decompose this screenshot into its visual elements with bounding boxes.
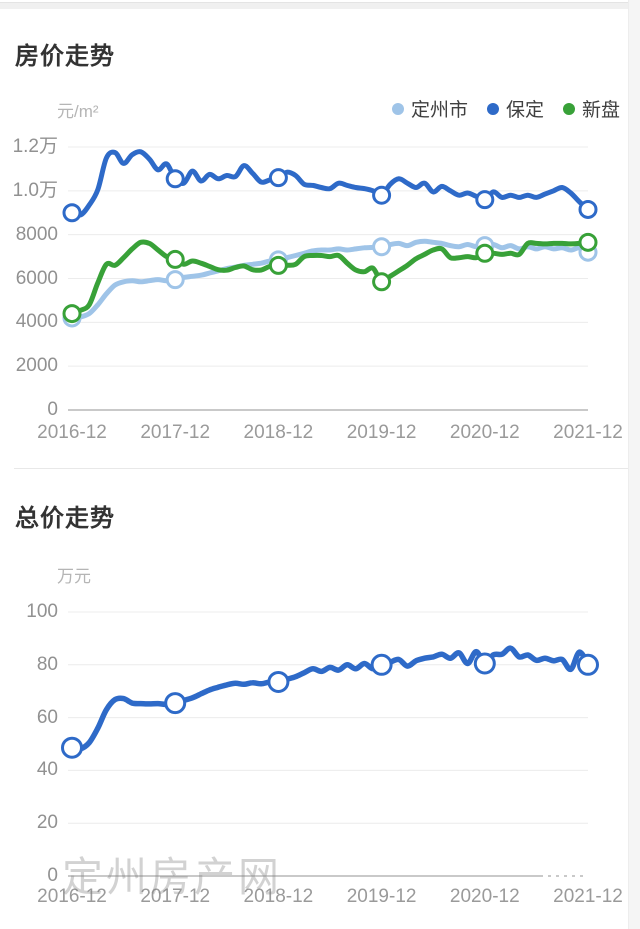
x-tick-label: 2017-12	[140, 422, 211, 443]
price-chart-y-unit: 元/m²	[57, 102, 99, 121]
y-tick-label: 8000	[15, 223, 58, 245]
x-tick-label: 2018-12	[243, 422, 314, 443]
data-marker-total-price[interactable]	[164, 692, 187, 715]
data-marker-new-listings[interactable]	[475, 243, 495, 263]
right-edge-band	[628, 0, 640, 929]
x-tick-label: 2019-12	[346, 886, 417, 907]
series-line-new-listings	[69, 239, 591, 317]
legend-item-new-listings[interactable]: 新盘	[562, 95, 620, 122]
x-tick-label: 2017-12	[140, 886, 211, 907]
data-marker-new-listings[interactable]	[268, 255, 288, 275]
legend-label: 定州市	[410, 100, 468, 121]
series-line-total-price	[69, 645, 591, 752]
y-tick-label: 40	[36, 759, 58, 781]
x-tick-label: 2019-12	[346, 422, 417, 443]
y-tick-label: 0	[47, 399, 58, 420]
y-tick-label: 1.0万	[12, 179, 58, 201]
data-marker-total-price[interactable]	[370, 653, 393, 676]
y-tick-label: 2000	[15, 355, 58, 377]
data-marker-dingzhou-city[interactable]	[165, 270, 185, 290]
price-trend-title: 房价走势	[15, 43, 115, 70]
data-marker-new-listings[interactable]	[62, 304, 82, 324]
legend-label: 新盘	[581, 100, 620, 121]
y-tick-label: 20	[36, 812, 58, 834]
legend-dot-new-listings	[562, 102, 575, 115]
series-line-baoding	[69, 149, 591, 218]
data-marker-total-price[interactable]	[473, 652, 496, 675]
data-marker-baoding[interactable]	[165, 169, 185, 189]
data-marker-baoding[interactable]	[578, 199, 598, 219]
data-marker-total-price[interactable]	[577, 653, 599, 676]
x-tick-label: 2021-12	[553, 886, 623, 907]
data-marker-dingzhou-city[interactable]	[372, 237, 392, 257]
x-tick-label: 2018-12	[243, 886, 314, 907]
data-marker-new-listings[interactable]	[578, 232, 598, 252]
legend-item-dingzhou-city[interactable]: 定州市	[391, 95, 468, 122]
x-tick-label: 2020-12	[449, 886, 520, 907]
series-line-dingzhou-city	[69, 238, 591, 321]
total-price-chart-y-unit: 万元	[57, 567, 91, 586]
data-marker-new-listings[interactable]	[372, 272, 392, 292]
y-tick-label: 6000	[15, 267, 58, 289]
price-chart-legend: 定州市 保定 新盘	[391, 95, 620, 122]
x-tick-label: 2016-12	[37, 422, 107, 443]
legend-dot-dingzhou-city	[391, 102, 404, 115]
y-tick-label: 100	[26, 601, 58, 622]
y-tick-label: 1.2万	[12, 136, 58, 157]
data-marker-new-listings[interactable]	[165, 249, 185, 269]
data-marker-baoding[interactable]	[62, 203, 82, 223]
data-marker-baoding[interactable]	[475, 190, 495, 210]
data-marker-baoding[interactable]	[268, 168, 288, 188]
y-tick-label: 0	[47, 865, 58, 886]
x-tick-label: 2020-12	[449, 422, 520, 443]
top-divider	[0, 2, 640, 9]
data-marker-total-price[interactable]	[61, 736, 83, 759]
data-marker-baoding[interactable]	[372, 185, 392, 205]
legend-dot-baoding	[486, 102, 499, 115]
total-price-trend-chart[interactable]	[0, 590, 640, 890]
y-tick-label: 4000	[15, 311, 58, 333]
y-tick-label: 80	[36, 653, 58, 675]
total-price-trend-title: 总价走势	[15, 505, 115, 532]
price-trend-chart[interactable]	[0, 130, 640, 450]
legend-item-baoding[interactable]: 保定	[486, 95, 544, 122]
legend-label: 保定	[505, 100, 544, 121]
x-tick-label: 2016-12	[37, 886, 107, 907]
data-marker-total-price[interactable]	[267, 670, 290, 693]
section-divider	[14, 468, 640, 469]
y-tick-label: 60	[36, 706, 58, 728]
x-tick-label: 2021-12	[553, 422, 623, 443]
